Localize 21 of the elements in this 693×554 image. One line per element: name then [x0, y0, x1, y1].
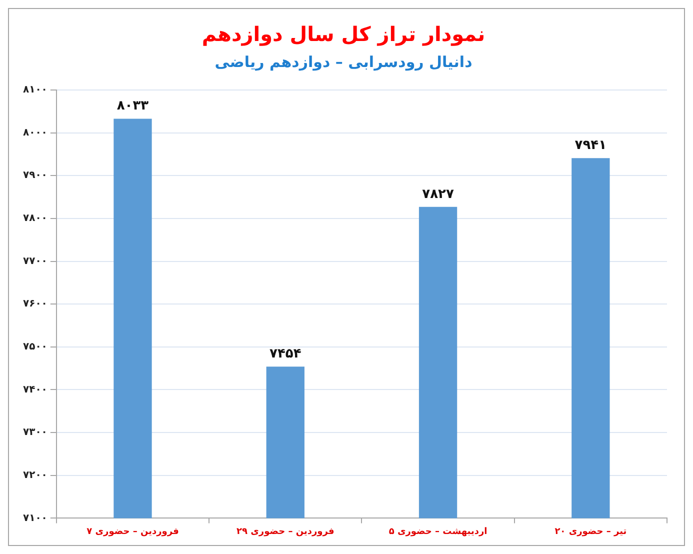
y-tick-label: ۷۹۰۰: [22, 170, 48, 182]
y-tick-label: ۷۶۰۰: [22, 298, 48, 310]
chart-subtitle: دانیال رودسرابی – دوازدهم ریاضی: [214, 52, 473, 71]
x-tick-label: ۲۰ تیر – حضوری: [554, 526, 627, 537]
y-tick-label: ۸۱۰۰: [22, 84, 48, 96]
data-label: ۸۰۳۳: [116, 98, 149, 114]
data-label: ۷۹۴۱: [574, 138, 607, 153]
chart-title: نمودار تراز کل سال دوازدهم: [202, 22, 486, 46]
y-tick-label: ۷۲۰۰: [22, 470, 48, 481]
y-tick-label: ۷۱۰۰: [22, 512, 48, 524]
y-tick-label: ۷۴۰۰: [22, 384, 48, 396]
x-tick-label: ۵ اردیبهشت – حضوری: [388, 526, 488, 537]
x-tick-label: ۷ فروردین – حضوری: [86, 526, 179, 537]
y-tick-label: ۷۸۰۰: [22, 213, 48, 224]
y-tick-label: ۷۳۰۰: [22, 427, 48, 438]
data-label: ۷۸۲۷: [422, 186, 454, 202]
y-tick-label: ۷۵۰۰: [22, 342, 48, 353]
y-tick-label: ۸۰۰۰: [22, 127, 48, 138]
data-label: ۷۴۵۴: [270, 346, 302, 362]
x-tick-label: ۲۹ فروردین – حضوری: [236, 526, 334, 537]
y-tick-label: ۷۷۰۰: [22, 256, 48, 267]
